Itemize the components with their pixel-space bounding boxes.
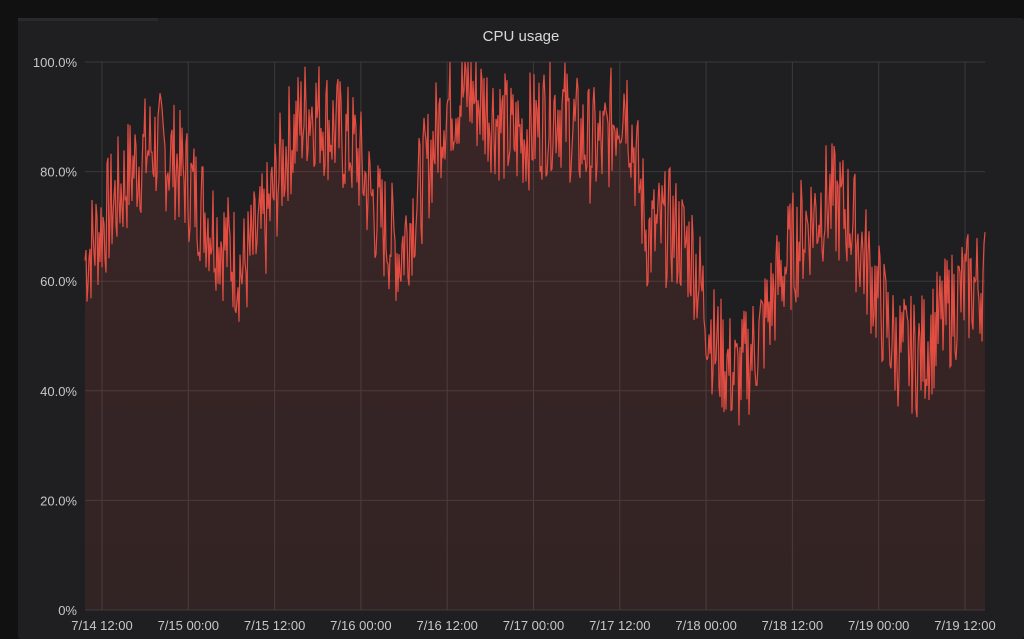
- y-tick-label: 80.0%: [40, 165, 77, 180]
- series-area: [84, 61, 986, 610]
- chart-panel: CPU usage 0% 20.0% 40.0% 60.0% 80.0% 100.0% 7…: [18, 18, 1024, 639]
- x-tick-label: 7/18 12:00: [762, 618, 823, 633]
- x-tick-label: 7/17 12:00: [589, 618, 650, 633]
- x-tick-label: 7/18 00:00: [675, 618, 736, 633]
- x-tick-label: 7/19 12:00: [934, 618, 995, 633]
- x-tick-label: 7/15 12:00: [244, 618, 305, 633]
- x-tick-label: 7/19 00:00: [848, 618, 909, 633]
- x-tick-label: 7/16 00:00: [330, 618, 391, 633]
- y-tick-label: 0%: [58, 603, 77, 618]
- cpu-series-line[interactable]: [84, 61, 986, 426]
- cpu-usage-chart: 0%20.0%40.0%60.0%80.0%100.0% 7/14 12:00 7…: [33, 55, 996, 633]
- panel-header-strip: [18, 18, 158, 21]
- x-axis-labels: 7/14 12:00 7/15 00:00 7/15 12:00 7/16 00:00…: [71, 618, 995, 633]
- x-tick-label: 7/14 12:00: [71, 618, 132, 633]
- cpu-area-fill: [85, 62, 985, 610]
- y-tick-label: 40.0%: [40, 384, 77, 399]
- y-axis-labels: 0% 20.0% 40.0% 60.0% 80.0% 100.0%: [33, 55, 78, 618]
- y-tick-label: 100.0%: [33, 55, 78, 70]
- x-tick-label: 7/17 00:00: [503, 618, 564, 633]
- y-tick-label: 60.0%: [40, 274, 77, 289]
- panel-title[interactable]: CPU usage: [482, 28, 560, 45]
- y-tick-label: 20.0%: [40, 493, 77, 508]
- x-tick-label: 7/15 00:00: [158, 618, 219, 633]
- x-tick-label: 7/16 12:00: [416, 618, 477, 633]
